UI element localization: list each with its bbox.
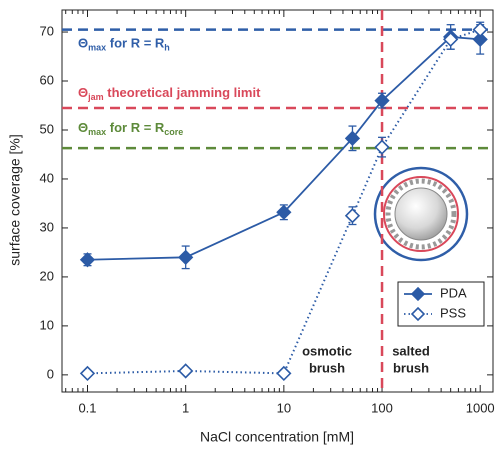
data-point (79, 252, 96, 268)
data-point (443, 31, 459, 48)
data-point (374, 139, 390, 155)
x-tick-label: 100 (371, 400, 393, 415)
y-tick-label: 50 (40, 121, 54, 136)
plot-frame (61, 9, 494, 393)
label-part: Θ (78, 85, 88, 100)
x-tick-label: 1 (182, 400, 189, 415)
y-tick-label: 20 (40, 268, 54, 283)
data-point (276, 365, 292, 382)
legend-label: PSS (440, 305, 466, 320)
y-tick-label: 0 (47, 366, 54, 381)
y-tick-label: 10 (40, 317, 54, 332)
inset-illustration (373, 166, 469, 262)
legend-marker (410, 306, 426, 322)
legend-box (397, 281, 485, 327)
x-axis-label: NaCl concentration [mM] (200, 429, 354, 445)
reference-label: Θmax for R = Rcore (78, 121, 183, 138)
reference-label: Θmax for R = Rh (78, 36, 170, 53)
y-tick-label: 30 (40, 219, 54, 234)
label-part: Θ (78, 121, 88, 136)
label-part: theoretical jamming limit (104, 85, 261, 100)
label-part: jam (87, 92, 104, 102)
label-part: max (88, 43, 106, 53)
data-point (178, 363, 194, 379)
x-tick-label: 10 (277, 400, 291, 415)
label-part: for R = R (106, 121, 165, 136)
data-point (344, 130, 361, 146)
y-tick-label: 60 (40, 72, 54, 87)
label-part: Θ (78, 36, 88, 51)
x-tick-label: 0.1 (78, 400, 96, 415)
data-point (276, 204, 292, 220)
y-tick-label: 40 (40, 170, 54, 185)
data-point (472, 31, 488, 48)
data-point (178, 249, 194, 265)
region-label: salted (392, 343, 430, 358)
label-part: for R = R (106, 36, 165, 51)
label-part: max (88, 127, 106, 137)
legend-marker (410, 286, 426, 302)
label-part: core (164, 127, 183, 137)
data-point (374, 92, 390, 109)
y-axis-label: surface coverage [%] (7, 134, 23, 266)
legend-label: PDA (440, 285, 467, 300)
data-point (344, 208, 361, 224)
region-label: osmotic (302, 343, 352, 358)
data-point (79, 365, 96, 382)
data-point (472, 21, 488, 38)
x-tick-label: 1000 (466, 400, 495, 415)
reference-label: Θjam theoretical jamming limit (78, 85, 261, 102)
label-part: h (164, 43, 170, 53)
region-label: brush (393, 360, 429, 375)
region-label: brush (309, 360, 345, 375)
y-tick-label: 70 (40, 23, 54, 38)
